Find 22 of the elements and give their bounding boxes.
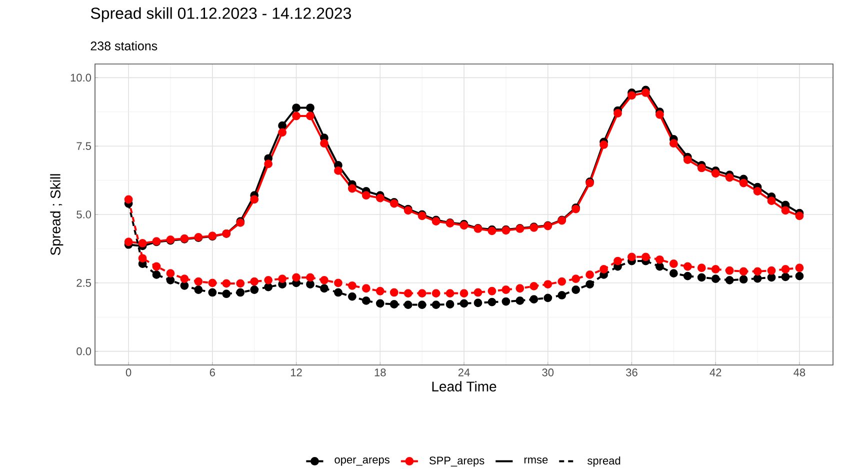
chart-title: Spread skill 01.12.2023 - 14.12.2023 [90, 7, 351, 22]
x-tick-label: 36 [626, 368, 638, 376]
x-tick-label: 42 [710, 368, 722, 376]
y-tick-label: 10.0 [70, 74, 92, 82]
text: rmse [524, 458, 548, 464]
x-tick-label: 0 [126, 368, 132, 376]
x-tick-label: 12 [290, 368, 302, 376]
y-tick-label: 2.5 [76, 279, 91, 287]
x-tick-label: 24 [458, 368, 470, 376]
y-tick-label: 0.0 [76, 347, 92, 356]
x-tick-label: 30 [542, 368, 554, 376]
x-tick-label: 48 [794, 368, 806, 376]
legend-label: SPP_areps [429, 456, 484, 467]
y-tick-label: 5.0 [76, 210, 92, 218]
y-axis-title: Spread ; Skill [50, 174, 64, 256]
text: spread [588, 456, 620, 467]
x-axis-title: Lead Time [432, 381, 496, 392]
legend-label: oper_areps [334, 458, 390, 466]
x-tick-label: 6 [210, 368, 215, 376]
y-tick-label: 7.5 [76, 142, 91, 150]
chart-subtitle: 238 stations [90, 41, 158, 50]
x-tick-label: 18 [374, 368, 386, 376]
